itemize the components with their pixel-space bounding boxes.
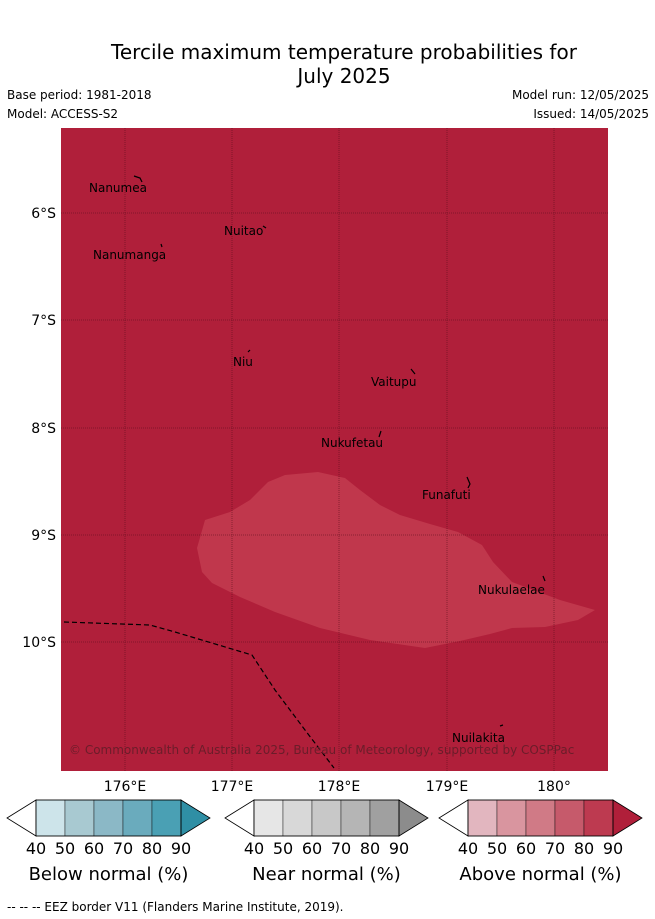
colorbar-near-normal-tick-60: 60 (302, 839, 322, 858)
colorbar-below-normal-segment-1 (35, 799, 66, 837)
model-name: Model: ACCESS-S2 (7, 107, 119, 121)
base-period: Base period: 1981-2018 (7, 88, 152, 102)
colorbar-above-normal: 40 50 60 70 80 90 Above normal (%) (438, 799, 643, 885)
island-shape-nukufetau (378, 430, 382, 438)
model-run: Model run: 12/05/2025 (511, 88, 649, 102)
island-label-nanumea: Nanumea (89, 181, 147, 195)
colorbar-above-normal-tick-90: 90 (603, 839, 623, 858)
island-shape-nukulaelae (542, 575, 546, 582)
colorbar-above-normal-title: Above normal (%) (459, 864, 621, 885)
colorbar-above-normal-segment-1 (467, 799, 498, 837)
colorbar-near-normal-segment-5 (369, 799, 400, 837)
colorbar-below-normal-title: Below normal (%) (29, 864, 189, 885)
colorbar-near-normal-segment-2 (282, 799, 313, 837)
colorbar-near-normal-title: Near normal (%) (252, 864, 401, 885)
colorbar-near-normal-tick-70: 70 (331, 839, 351, 858)
colorbar-below-normal-tick-80: 80 (142, 839, 162, 858)
lon-tick-178e: 178°E (318, 779, 361, 795)
lon-tick-176e: 176°E (104, 779, 147, 795)
colorbar-near-normal-tick-50: 50 (273, 839, 293, 858)
island-label-funafuti: Funafuti (422, 488, 471, 502)
lat-tick-10s: 10°S (22, 635, 56, 651)
colorbar-above-normal-segment-5 (583, 799, 614, 837)
island-label-vaitupu: Vaitupu (371, 375, 417, 389)
colorbar-near-normal-segment-1 (253, 799, 284, 837)
colorbar-below-normal-tick-60: 60 (84, 839, 104, 858)
island-label-nuilakita: Nuilakita (452, 731, 505, 745)
colorbar-above-normal-outline (467, 799, 614, 837)
colorbar-near-normal-tick-90: 90 (389, 839, 409, 858)
colorbar-above-normal-lower-extend (438, 799, 469, 837)
colorbar-above-normal-segment-4 (554, 799, 585, 837)
lat-tick-6s: 6°S (31, 206, 56, 222)
credit-text: © Commonwealth of Australia 2025, Bureau… (69, 743, 574, 757)
island-label-niu: Niu (233, 355, 253, 369)
colorbar-near-normal-tick-40: 40 (244, 839, 264, 858)
colorbar-below-normal-upper-extend (180, 799, 211, 837)
lat-tick-8s: 8°S (31, 421, 56, 437)
lon-tick-179e: 179°E (426, 779, 469, 795)
island-shapes (133, 175, 546, 727)
island-shape-nuitao (262, 225, 267, 229)
colorbar-above-normal-tick-70: 70 (545, 839, 565, 858)
lon-tick-177e: 177°E (211, 779, 254, 795)
colorbar-below-normal-lower-extend (6, 799, 37, 837)
colorbar-above-normal-segment-3 (525, 799, 556, 837)
colorbar-above-normal-tick-50: 50 (487, 839, 507, 858)
island-shape-funafuti (466, 476, 471, 489)
colorbar-above-normal-tick-80: 80 (574, 839, 594, 858)
probability-patch (197, 472, 595, 648)
colorbar-below-normal-tick-40: 40 (26, 839, 46, 858)
chart-title: Tercile maximum temperature probabilitie… (0, 40, 655, 88)
colorbar-near-normal-upper-extend (398, 799, 429, 837)
colorbar-below-normal-segment-2 (64, 799, 95, 837)
island-shape-niu (247, 349, 251, 353)
colorbar-near-normal-lower-extend (224, 799, 255, 837)
colorbar-above-normal-tick-40: 40 (458, 839, 478, 858)
colorbar-below-normal-segment-4 (122, 799, 153, 837)
colorbar-near-normal-segment-3 (311, 799, 342, 837)
lat-tick-9s: 9°S (31, 528, 56, 544)
map-figure: Nanumea Nuitao Nanumanga Niu Vaitupu Nuk… (6, 128, 643, 885)
title-line-1: Tercile maximum temperature probabilitie… (111, 40, 577, 64)
colorbar-above-normal-tick-60: 60 (516, 839, 536, 858)
eez-border (63, 621, 335, 769)
colorbar-above-normal-segment-2 (496, 799, 527, 837)
island-shape-nuilakita (499, 724, 504, 727)
colorbar-near-normal-outline (253, 799, 400, 837)
colorbar-below-normal: 40 50 60 70 80 90 Below normal (%) (6, 799, 211, 885)
colorbar-near-normal: 40 50 60 70 80 90 Near normal (%) (224, 799, 429, 885)
island-shape-nanumea (133, 175, 143, 183)
colorbar-near-normal-segment-4 (340, 799, 371, 837)
colorbar-below-normal-tick-90: 90 (171, 839, 191, 858)
island-shape-nanumanga (160, 243, 163, 248)
colorbar-below-normal-tick-50: 50 (55, 839, 75, 858)
colorbar-above-normal-upper-extend (612, 799, 643, 837)
lon-tick-180: 180° (537, 779, 571, 795)
colorbar-below-normal-segment-5 (151, 799, 182, 837)
island-label-nuitao: Nuitao (224, 224, 263, 238)
colorbar-near-normal-tick-80: 80 (360, 839, 380, 858)
island-label-nukulaelae: Nukulaelae (478, 583, 545, 597)
colorbar-below-normal-tick-70: 70 (113, 839, 133, 858)
island-shape-vaitupu (410, 368, 416, 375)
colorbar-below-normal-outline (35, 799, 182, 837)
island-label-nukufetau: Nukufetau (321, 436, 383, 450)
map-background (61, 128, 608, 771)
eez-footnote: -- -- -- EEZ border V11 (Flanders Marine… (7, 900, 344, 914)
lat-tick-7s: 7°S (31, 313, 56, 329)
title-line-2: July 2025 (297, 64, 391, 88)
issued-date: Issued: 14/05/2025 (533, 107, 649, 121)
colorbar-below-normal-segment-3 (93, 799, 124, 837)
island-label-nanumanga: Nanumanga (93, 248, 166, 262)
